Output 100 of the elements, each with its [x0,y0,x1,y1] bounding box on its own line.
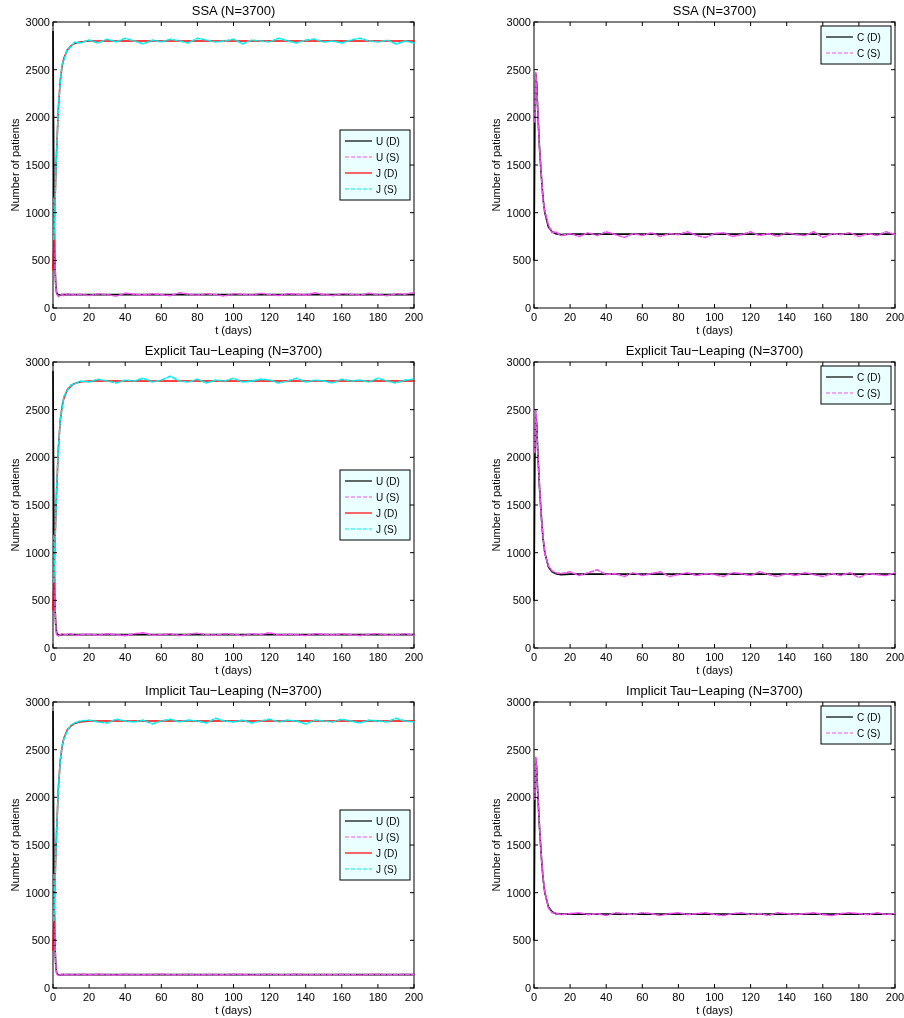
x-tick-label: 120 [260,311,279,323]
y-tick-label: 1500 [506,839,531,851]
x-tick-label: 200 [885,991,904,1003]
x-tick-label: 40 [119,311,132,323]
x-tick-label: 140 [296,311,315,323]
x-tick-label: 120 [260,651,279,663]
x-tick-label: 60 [155,311,168,323]
legend-label: J (D) [376,168,398,179]
y-tick-label: 1500 [506,499,531,511]
x-tick-label: 60 [636,991,649,1003]
legend-label: U (S) [376,832,400,843]
x-tick-label: 180 [849,651,869,663]
legend-label: C (S) [857,388,881,399]
x-tick-label: 80 [191,311,204,323]
legend-label: U (S) [376,492,400,503]
x-tick-label: 60 [155,991,168,1003]
x-tick-label: 100 [705,991,724,1003]
legend-label: U (D) [376,476,400,487]
y-axis-title: Number of patients [490,798,502,892]
x-tick-label: 100 [224,991,243,1003]
x-tick-label: 200 [885,651,904,663]
legend-label: J (S) [376,524,398,535]
x-tick-label: 100 [224,651,243,663]
y-tick-label: 2000 [25,111,50,124]
x-tick-label: 180 [368,651,388,663]
x-tick-label: 140 [777,651,796,663]
x-tick-label: 60 [636,651,649,663]
y-tick-label: 3000 [506,356,531,368]
legend-label: U (S) [376,152,400,163]
x-axis-title: t (days) [215,324,252,336]
y-tick-label: 1000 [25,886,50,899]
x-axis-title: t (days) [696,324,733,336]
legend-label: C (D) [857,372,881,383]
y-tick-label: 2500 [25,63,50,76]
line-series [53,534,415,637]
x-axis-title: t (days) [215,664,252,676]
y-tick-label: 500 [31,254,50,267]
x-tick-label: 40 [119,991,132,1003]
y-tick-label: 3000 [25,16,50,28]
x-tick-label: 160 [332,991,351,1003]
y-axis-title: Number of patients [9,798,21,892]
x-tick-label: 120 [741,991,760,1003]
x-tick-label: 80 [672,311,685,323]
x-tick-label: 160 [332,311,351,323]
y-axis-title: Number of patients [490,118,502,212]
y-tick-label: 2500 [506,403,531,416]
line-series [53,197,415,298]
legend-label: C (S) [857,728,881,739]
x-tick-label: 80 [191,651,204,663]
y-axis-title: Number of patients [490,458,502,552]
y-tick-label: 500 [31,934,50,947]
x-tick-label: 20 [82,991,96,1003]
x-tick-label: 40 [600,651,613,663]
y-tick-label: 0 [524,982,531,994]
x-tick-label: 20 [563,651,577,663]
legend-label: J (D) [376,508,398,519]
x-tick-label: 20 [563,991,577,1003]
y-tick-label: 500 [31,594,50,607]
legend-label: J (S) [376,864,398,875]
y-tick-label: 500 [512,594,531,607]
x-axis-title: t (days) [696,1004,733,1016]
legend-label: J (D) [376,848,398,859]
x-tick-label: 120 [741,651,760,663]
x-tick-label: 80 [672,991,685,1003]
chart-title: Implicit Tau−Leaping (N=3700) [145,683,322,698]
x-tick-label: 160 [813,311,832,323]
x-tick-label: 180 [368,311,388,323]
legend-label: C (D) [857,32,881,43]
x-tick-label: 40 [600,311,613,323]
y-tick-label: 500 [512,254,531,267]
y-tick-label: 1500 [25,159,50,171]
y-tick-label: 0 [43,642,50,654]
y-axis-title: Number of patients [9,458,21,552]
legend-label: U (D) [376,136,400,147]
y-tick-label: 0 [524,302,531,314]
x-tick-label: 20 [563,311,577,323]
x-tick-label: 80 [672,651,685,663]
x-tick-label: 80 [191,991,204,1003]
y-tick-label: 1500 [506,159,531,171]
y-tick-label: 3000 [25,696,50,708]
y-tick-label: 2000 [506,451,531,464]
chart-title: SSA (N=3700) [191,3,276,18]
y-tick-label: 1000 [25,546,50,559]
y-tick-label: 1000 [506,546,531,559]
x-tick-label: 160 [813,991,832,1003]
y-tick-label: 2500 [25,743,50,756]
legend-label: C (D) [857,712,881,723]
y-tick-label: 3000 [506,696,531,708]
x-tick-label: 120 [260,991,279,1003]
y-tick-label: 2500 [506,743,531,756]
y-tick-label: 3000 [25,356,50,368]
legend-label: J (S) [376,184,398,195]
y-tick-label: 2000 [506,791,531,804]
x-tick-label: 200 [885,311,904,323]
y-tick-label: 2000 [25,451,50,464]
y-tick-label: 3000 [506,16,531,28]
x-tick-label: 100 [224,311,243,323]
chart-title: Implicit Tau−Leaping (N=3700) [626,683,803,698]
chart-title: Explicit Tau−Leaping (N=3700) [144,343,323,358]
y-tick-label: 1000 [25,206,50,219]
